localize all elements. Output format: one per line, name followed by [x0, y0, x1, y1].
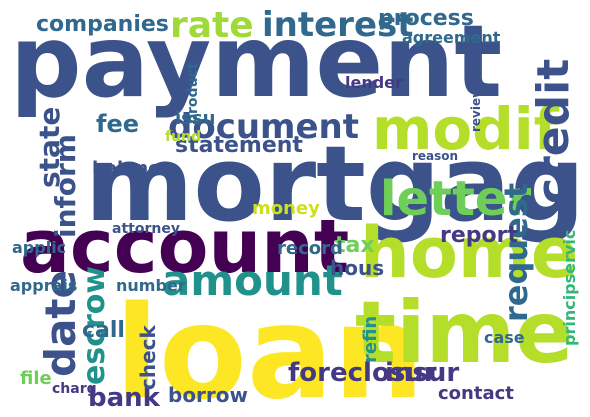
word-document: document	[168, 107, 360, 147]
word-tax: tax	[335, 233, 375, 258]
word-lender: lender	[345, 73, 403, 92]
word-time: time	[355, 283, 574, 383]
word-fee: fee	[96, 110, 139, 138]
word-agreement: agreement	[402, 28, 501, 47]
word-mortgag: mortgag	[85, 123, 585, 245]
word-product: product	[185, 62, 201, 124]
word-credit: credit	[528, 58, 579, 204]
word-file: file	[20, 368, 52, 389]
word-principservic: principservic	[560, 229, 579, 346]
word-state: state	[33, 106, 66, 188]
word-refin: refin	[360, 315, 381, 363]
word-money: money	[252, 198, 320, 219]
word-hous: hous	[330, 256, 385, 280]
word-apprais: apprais	[10, 276, 78, 295]
word-call: call	[82, 318, 125, 343]
word-foreclosur: foreclosur	[288, 358, 437, 388]
word-attorney: attorney	[112, 221, 180, 237]
word-process: process	[378, 6, 474, 31]
word-check: check	[136, 325, 160, 390]
word-letter: letter	[380, 171, 532, 227]
word-report: report	[440, 223, 518, 248]
word-home: home	[360, 212, 579, 294]
word-insur: insur	[385, 358, 460, 388]
word-charg: charg	[52, 381, 97, 397]
word-fund: fund	[165, 129, 202, 145]
word-record: record	[277, 238, 343, 259]
word-loan: loan	[115, 279, 425, 417]
word-account: account	[20, 204, 350, 290]
word-payment: payment	[10, 3, 503, 120]
word-borrow: borrow	[168, 383, 248, 407]
word-case: case	[484, 328, 525, 347]
word-request: request	[497, 182, 535, 322]
word-rate: rate	[170, 5, 254, 46]
word-applic: applic	[12, 238, 67, 257]
word-contact: contact	[438, 383, 514, 404]
word-amount: amount	[162, 256, 343, 305]
word-statement: statement	[175, 133, 303, 158]
word-number: number	[116, 276, 186, 295]
word-reason: reason	[412, 149, 459, 163]
word-interest: interest	[262, 5, 414, 45]
word-balanc: balanc	[92, 158, 159, 179]
word-companies: companies	[36, 12, 169, 37]
word-review: review	[469, 86, 483, 132]
word-modif: modif	[372, 95, 559, 163]
word-issu: issu	[175, 108, 216, 129]
word-bank: bank	[88, 383, 160, 413]
